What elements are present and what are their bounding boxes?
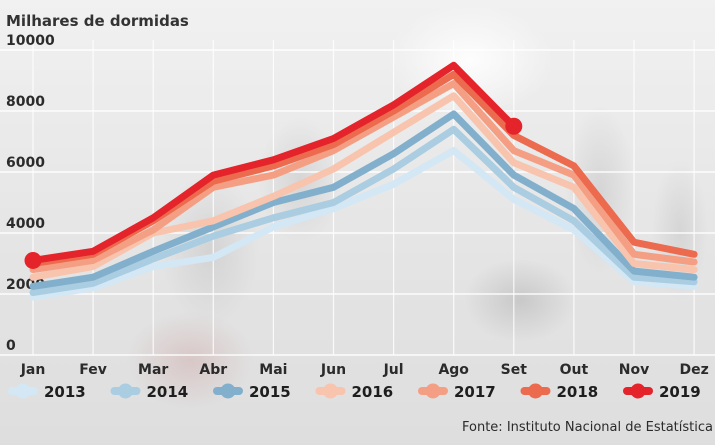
chart-title: Milhares de dormidas — [6, 12, 189, 30]
x-tick-label: Nov — [619, 362, 649, 378]
x-tick-label: Mai — [259, 362, 287, 378]
data-point-2019 — [505, 117, 523, 135]
y-tick-label: 6000 — [6, 155, 45, 171]
series-line-2013 — [29, 147, 698, 301]
legend-dot-2018 — [528, 383, 543, 399]
series-line-2015 — [29, 110, 698, 290]
legend-dot-2017 — [425, 383, 441, 399]
data-point-2019 — [24, 251, 42, 269]
x-tick-label: Jun — [320, 362, 346, 378]
series-line-2017 — [29, 80, 698, 274]
x-tick-label: Set — [501, 362, 528, 378]
y-tick-label: 10000 — [6, 33, 55, 49]
legend-dot-2019 — [630, 383, 646, 399]
legend-label-2017: 2017 — [454, 383, 496, 401]
legend-label-2019: 2019 — [659, 383, 701, 401]
series-line-2019 — [29, 61, 518, 264]
series-lines — [24, 61, 698, 301]
x-axis-ticks: Jan Fev Mar Abr Mai Jun Jul Ago Set Out Nov Dez — [20, 362, 709, 378]
source-note: Fonte: Instituto Nacional de Estatística — [462, 420, 713, 435]
legend: 2013 2014 2015 2016 2017 2018 2019 — [8, 383, 701, 401]
y-tick-label: 4000 — [6, 216, 45, 232]
y-tick-label: 8000 — [6, 94, 45, 110]
x-tick-label: Abr — [199, 362, 227, 378]
legend-label-2018: 2018 — [557, 383, 599, 401]
x-tick-label: Ago — [438, 362, 469, 378]
x-tick-label: Jul — [383, 362, 404, 378]
legend-dot-2016 — [323, 383, 338, 399]
legend-label-2016: 2016 — [352, 383, 394, 401]
x-tick-label: Mar — [138, 362, 168, 378]
x-tick-label: Out — [560, 362, 589, 378]
legend-label-2013: 2013 — [44, 383, 86, 401]
legend-label-2014: 2014 — [147, 383, 189, 401]
x-tick-label: Dez — [679, 362, 708, 378]
x-tick-label: Jan — [20, 362, 46, 378]
y-tick-label: 0 — [6, 338, 16, 354]
series-line-2014 — [29, 125, 698, 296]
legend-label-2015: 2015 — [249, 383, 291, 401]
legend-dot-2014 — [118, 383, 133, 399]
legend-dot-2013 — [15, 383, 31, 399]
legend-dot-2015 — [220, 383, 236, 399]
x-tick-label: Fev — [79, 362, 107, 378]
